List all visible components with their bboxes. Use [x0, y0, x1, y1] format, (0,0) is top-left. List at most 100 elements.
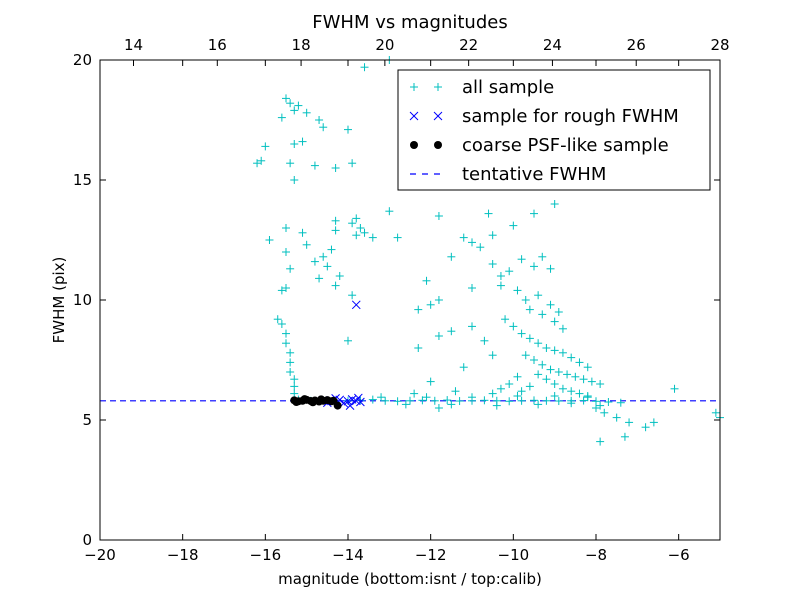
marks-layer — [100, 56, 724, 446]
coarse-sample-point — [300, 395, 309, 404]
all-sample-point — [670, 384, 679, 393]
all-sample-point — [476, 243, 485, 252]
top-tick-label: 26 — [627, 36, 646, 54]
all-sample-point — [521, 296, 530, 304]
all-sample-point — [290, 375, 299, 384]
all-sample-point — [587, 377, 596, 386]
all-sample-point — [534, 400, 543, 409]
all-sample-point — [381, 396, 390, 405]
all-sample-point — [447, 252, 456, 261]
all-sample-point — [488, 260, 497, 268]
all-sample-point — [286, 358, 295, 367]
all-sample-point — [352, 231, 361, 240]
all-sample-point — [302, 108, 311, 117]
all-sample-point — [282, 284, 290, 292]
all-sample-point — [534, 370, 543, 379]
all-sample-point — [616, 398, 625, 407]
all-sample-point — [530, 262, 538, 271]
all-sample-point — [290, 389, 299, 398]
all-sample-point — [513, 372, 522, 381]
all-sample-point — [401, 400, 410, 409]
all-sample-point — [530, 209, 538, 218]
all-sample-point — [319, 252, 328, 261]
all-sample-point — [583, 393, 592, 402]
all-sample-point — [426, 377, 435, 386]
all-sample-point — [315, 274, 324, 283]
all-sample-point — [451, 387, 460, 396]
all-sample-point — [294, 101, 303, 110]
all-sample-point — [538, 310, 547, 319]
all-sample-point — [385, 207, 394, 216]
all-sample-point — [513, 286, 522, 295]
all-sample-point — [459, 363, 468, 372]
all-sample-point — [501, 315, 510, 324]
legend-entry: all sample — [410, 77, 554, 98]
all-sample-point — [434, 332, 443, 340]
all-sample-point — [422, 393, 431, 402]
x-tick-label: −8 — [585, 546, 607, 564]
x-stroke-b — [356, 397, 365, 407]
rough-sample-point — [353, 393, 363, 403]
rough-sample-point — [343, 396, 353, 406]
top-tick-label: 20 — [375, 36, 394, 54]
all-sample-point — [563, 370, 572, 379]
all-sample-point — [558, 324, 567, 333]
all-sample-point — [554, 397, 563, 406]
all-sample-point — [525, 382, 534, 391]
all-sample-point — [567, 387, 576, 396]
legend-entry: sample for rough FWHM — [409, 106, 679, 127]
x-tick-label: −16 — [250, 546, 282, 564]
all-sample-point — [310, 257, 319, 266]
all-sample-point — [620, 432, 629, 441]
dot-shape — [410, 141, 418, 149]
axes-layer: −20 −18 −16 −14 −12 −10 −8 −6 14 16 18 20 22 24 26 28 0 5… — [73, 36, 730, 564]
all-sample-point — [534, 339, 543, 348]
all-sample-point — [596, 437, 605, 446]
all-sample-point — [414, 344, 423, 352]
all-sample-point — [509, 221, 518, 230]
all-sample-point — [505, 380, 514, 388]
all-sample-point — [550, 380, 559, 388]
rough-sample-point — [351, 300, 361, 310]
all-sample-point — [596, 380, 605, 388]
x-tick-label: −18 — [167, 546, 199, 564]
all-sample-point — [277, 286, 286, 295]
all-sample-point — [290, 140, 299, 148]
all-sample-point — [496, 281, 505, 290]
all-sample-point — [257, 156, 266, 165]
all-sample-point — [488, 231, 497, 240]
coarse-sample-point — [333, 401, 342, 410]
all-sample-point — [592, 404, 600, 412]
dot-shape — [317, 395, 326, 404]
all-sample-point — [261, 142, 270, 151]
legend-label: sample for rough FWHM — [462, 106, 679, 127]
all-sample-point — [406, 396, 414, 405]
all-sample-point — [286, 348, 295, 357]
all-sample-point — [418, 396, 427, 405]
all-sample-point — [542, 344, 551, 352]
all-sample-point — [641, 423, 650, 432]
all-sample-point — [554, 368, 563, 376]
all-sample-point — [546, 365, 555, 374]
top-tick-label: 18 — [292, 36, 311, 54]
top-tick-label: 28 — [710, 36, 729, 54]
all-sample-point — [348, 219, 357, 228]
all-sample-point — [277, 113, 286, 122]
all-sample-point — [282, 94, 290, 103]
all-sample-point — [554, 308, 563, 316]
all-sample-point — [480, 336, 489, 345]
all-sample-point — [348, 159, 357, 168]
all-sample-point — [410, 389, 419, 398]
all-sample-point — [368, 233, 377, 242]
x-stroke-b — [351, 300, 361, 310]
all-sample-point — [253, 159, 262, 168]
legend: all sample sample for rough FWHM coarse PS… — [397, 69, 711, 191]
all-sample-point — [517, 396, 526, 405]
x-axis-label: magnitude (bottom:isnt / top:calib) — [278, 570, 542, 588]
rough-sample-point — [356, 397, 365, 407]
coarse-sample-point — [308, 398, 317, 407]
coarse-sample-point — [317, 395, 326, 404]
dot-shape — [333, 401, 342, 410]
all-sample-point — [575, 389, 584, 398]
